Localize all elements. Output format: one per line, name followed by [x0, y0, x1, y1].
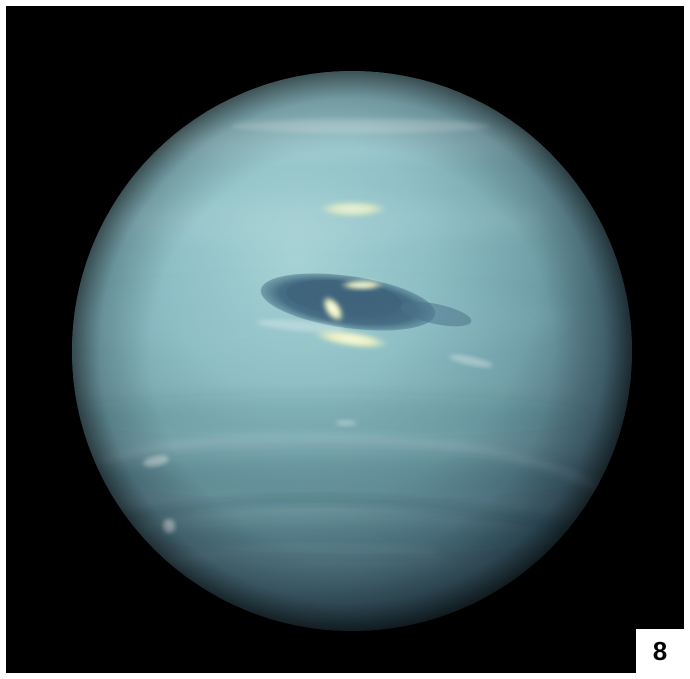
- planet-illustration: [72, 71, 632, 631]
- figure-number: 8: [652, 636, 668, 666]
- figure-number-badge: 8: [636, 629, 684, 673]
